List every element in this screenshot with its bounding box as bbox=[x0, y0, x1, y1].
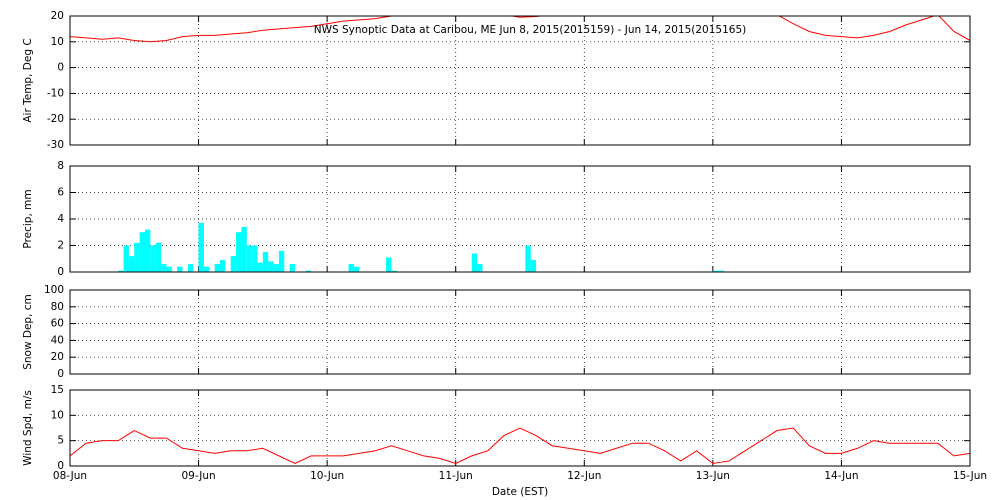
y-axis-label: Wind Spd, m/s bbox=[22, 390, 34, 466]
y-axis-label: Precip, mm bbox=[22, 189, 34, 248]
y-axis-label: Air Temp, Deg C bbox=[22, 38, 34, 122]
bar bbox=[718, 270, 724, 272]
line bbox=[70, 16, 970, 43]
bar bbox=[257, 262, 263, 272]
bar bbox=[305, 270, 312, 272]
y-tick-label: 80 bbox=[51, 301, 64, 313]
panel: 0 20 40 60 80 100 Snow Dep, cm bbox=[22, 284, 971, 380]
x-tick-label: 14-Jun bbox=[824, 470, 858, 482]
bar bbox=[161, 264, 167, 272]
bar bbox=[166, 266, 172, 272]
bar bbox=[198, 222, 204, 272]
bar bbox=[187, 264, 194, 272]
y-tick-label: 20 bbox=[51, 351, 64, 363]
bar bbox=[177, 266, 183, 272]
panel: -30 -20 -10 0 10 20 Air Temp, Deg C bbox=[22, 10, 971, 151]
x-tick-label: 11-Jun bbox=[439, 470, 473, 482]
y-tick-label: 20 bbox=[51, 10, 64, 22]
panel: 0 2 4 6 8 Precip, mm bbox=[22, 160, 971, 278]
bar bbox=[203, 266, 210, 272]
bar bbox=[712, 270, 719, 272]
y-tick-label: 4 bbox=[57, 213, 64, 225]
bar bbox=[155, 242, 162, 272]
bar bbox=[246, 245, 253, 272]
bar bbox=[273, 264, 279, 272]
plot-frame bbox=[69, 15, 971, 146]
x-tick-label: 10-Jun bbox=[310, 470, 344, 482]
bar bbox=[471, 253, 478, 272]
y-tick-label: 0 bbox=[57, 460, 64, 472]
bar bbox=[391, 270, 397, 272]
line bbox=[70, 427, 970, 465]
y-tick-label: -10 bbox=[47, 87, 64, 99]
panel: 0 5 10 15 08-Jun 09-Jun 10-Jun 11-Jun 12-Jun 13-J… bbox=[22, 384, 987, 498]
x-tick-label: 15-Jun bbox=[953, 470, 987, 482]
y-tick-label: 5 bbox=[57, 435, 64, 447]
x-axis-label: Date (EST) bbox=[492, 486, 548, 498]
bar bbox=[525, 245, 531, 272]
y-tick-label: 10 bbox=[51, 36, 64, 48]
x-tick-label: 13-Jun bbox=[696, 470, 730, 482]
plot-frame bbox=[69, 165, 971, 273]
bar bbox=[278, 250, 285, 272]
bar bbox=[348, 264, 354, 272]
bar bbox=[289, 264, 295, 272]
y-tick-label: 15 bbox=[51, 384, 64, 396]
y-tick-label: 100 bbox=[44, 284, 64, 296]
bar bbox=[145, 229, 151, 272]
chart-title: NWS Synoptic Data at Caribou, ME Jun 8, … bbox=[314, 24, 746, 36]
y-tick-label: 8 bbox=[57, 160, 64, 172]
y-tick-label: -30 bbox=[47, 139, 64, 151]
bar bbox=[118, 270, 124, 272]
bar bbox=[220, 260, 226, 272]
bar bbox=[150, 245, 156, 272]
y-axis-label: Snow Dep, cm bbox=[22, 294, 34, 370]
bar bbox=[252, 245, 258, 272]
bar bbox=[262, 252, 269, 272]
y-tick-label: -20 bbox=[47, 113, 64, 125]
bar bbox=[134, 242, 140, 272]
y-tick-label: 0 bbox=[57, 368, 64, 380]
y-tick-label: 40 bbox=[51, 334, 64, 346]
bar bbox=[530, 260, 537, 272]
bar bbox=[230, 256, 237, 272]
x-tick-label: 09-Jun bbox=[182, 470, 216, 482]
bar bbox=[241, 226, 247, 272]
bar bbox=[236, 232, 242, 272]
bar bbox=[477, 264, 483, 272]
y-tick-label: 0 bbox=[57, 62, 64, 74]
y-tick-label: 10 bbox=[51, 409, 64, 421]
y-tick-label: 0 bbox=[57, 266, 64, 278]
bar bbox=[214, 264, 220, 272]
y-tick-label: 2 bbox=[57, 240, 64, 252]
bar bbox=[128, 256, 135, 272]
bar bbox=[268, 261, 274, 272]
y-tick-label: 60 bbox=[51, 318, 64, 330]
x-tick-label: 08-Jun bbox=[53, 470, 87, 482]
x-tick-label: 12-Jun bbox=[567, 470, 601, 482]
bar bbox=[386, 257, 392, 272]
y-tick-label: 6 bbox=[57, 187, 64, 199]
plot-frame bbox=[69, 289, 971, 375]
bar bbox=[139, 232, 145, 272]
bar bbox=[353, 266, 360, 272]
plot-frame bbox=[69, 389, 971, 467]
bar bbox=[123, 245, 129, 272]
